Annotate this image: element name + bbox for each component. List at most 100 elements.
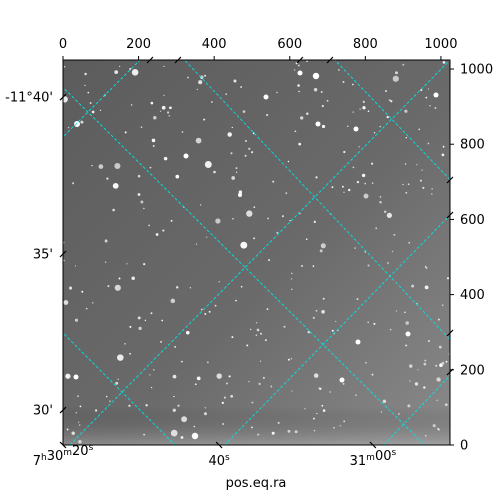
star (240, 241, 248, 249)
star (194, 383, 197, 386)
star (434, 106, 437, 109)
star (281, 215, 284, 218)
star (140, 200, 144, 204)
coordinate-grid (63, 60, 450, 445)
star (437, 318, 440, 321)
star (99, 109, 102, 112)
star (315, 176, 318, 179)
star (175, 286, 179, 289)
star (195, 243, 198, 245)
star (405, 321, 410, 325)
star (91, 164, 93, 167)
star (253, 206, 256, 209)
star (175, 174, 180, 179)
star (266, 308, 269, 311)
star (78, 439, 82, 444)
star (316, 412, 318, 415)
star (69, 286, 73, 290)
star (371, 162, 374, 165)
star (419, 179, 422, 182)
ra-top-tick (146, 56, 154, 64)
star (442, 145, 445, 148)
star (379, 125, 381, 128)
star (89, 102, 92, 104)
star (423, 386, 426, 389)
star (441, 153, 445, 157)
star (222, 423, 225, 425)
star (169, 106, 172, 110)
star (173, 395, 175, 398)
bright-star (238, 193, 242, 197)
star (404, 109, 408, 113)
star (231, 336, 234, 339)
star (301, 265, 303, 267)
star (161, 319, 164, 322)
star (423, 362, 427, 366)
ra-top-tick (326, 56, 334, 64)
dec-tick-label: -11°40' (5, 91, 53, 106)
star (149, 166, 152, 169)
star (106, 177, 109, 180)
star (130, 104, 133, 106)
star (152, 368, 155, 371)
bright-star (297, 70, 303, 76)
star (246, 344, 249, 347)
pixel-x-axis: 0 200 400 600 800 1000 (59, 37, 457, 60)
star (371, 373, 374, 376)
star (74, 265, 77, 267)
star (343, 420, 346, 423)
star (367, 110, 370, 113)
star (287, 358, 290, 361)
star (418, 128, 421, 131)
star (94, 409, 98, 412)
star (204, 161, 212, 168)
ra-top-tick (174, 56, 182, 64)
star (258, 382, 261, 386)
star (365, 361, 367, 364)
star (437, 427, 439, 430)
star (161, 105, 166, 110)
star (259, 360, 262, 362)
star (424, 359, 427, 362)
star (427, 340, 430, 342)
star (436, 377, 441, 382)
star (405, 136, 408, 139)
star (204, 407, 207, 409)
star (367, 264, 370, 267)
star (294, 130, 297, 133)
star (442, 61, 446, 64)
star (104, 261, 107, 263)
star (375, 227, 378, 230)
star (435, 364, 438, 367)
star (251, 401, 254, 404)
star (429, 105, 431, 107)
star (137, 316, 141, 320)
star (148, 224, 150, 227)
star (354, 247, 356, 249)
star (313, 373, 319, 378)
star (143, 262, 146, 266)
star (380, 411, 383, 413)
star (129, 325, 132, 328)
bright-star (183, 153, 189, 159)
ra-axis-label: pos.eq.ra (226, 476, 287, 491)
star (118, 65, 121, 67)
star (163, 156, 168, 161)
bright-star (339, 377, 345, 383)
star (85, 307, 88, 310)
star (304, 408, 306, 410)
star (260, 332, 262, 335)
star (359, 108, 361, 110)
star (150, 386, 153, 389)
star (231, 126, 233, 129)
star (114, 284, 121, 291)
star (84, 72, 87, 76)
star (129, 352, 131, 355)
star (395, 71, 398, 75)
star (277, 421, 280, 424)
star (264, 339, 267, 342)
dec-right-tick (446, 368, 454, 376)
star (232, 218, 234, 220)
star (150, 312, 153, 315)
star (321, 124, 326, 129)
